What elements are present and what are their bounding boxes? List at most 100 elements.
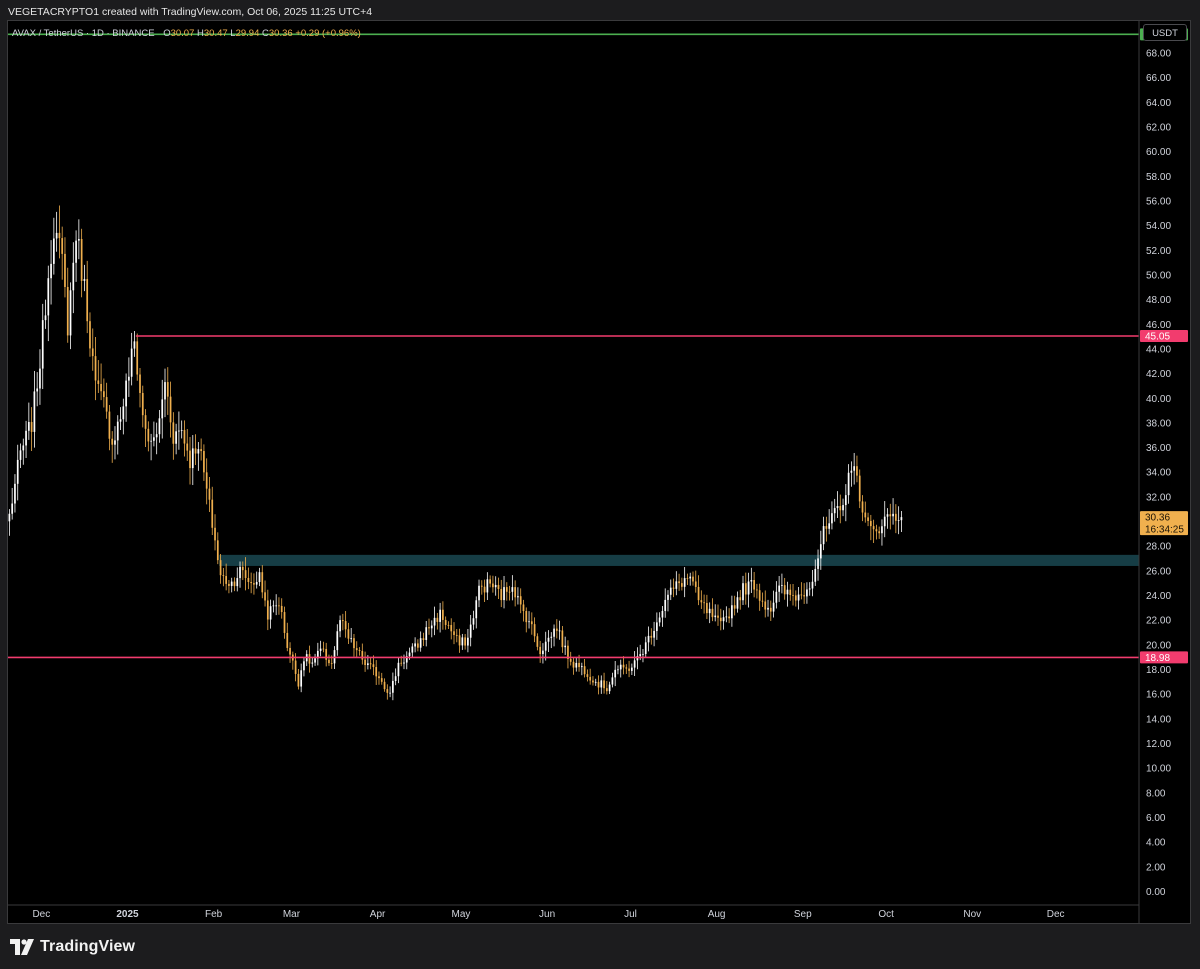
candle[interactable] <box>831 501 833 530</box>
candle[interactable] <box>555 619 558 639</box>
candle[interactable] <box>856 455 858 483</box>
candle[interactable] <box>258 567 261 587</box>
candle[interactable] <box>597 675 600 695</box>
candle[interactable] <box>530 612 533 635</box>
candle[interactable] <box>425 620 428 647</box>
chart-frame[interactable]: 0.00 2.00 4.00 6.00 8.00 10.00 12.00 14.00 16.00… <box>7 20 1191 924</box>
candle[interactable] <box>617 665 619 675</box>
candle[interactable] <box>180 420 183 439</box>
candle[interactable] <box>464 634 466 650</box>
candle[interactable] <box>253 573 255 595</box>
candle[interactable] <box>225 563 228 591</box>
candle[interactable] <box>836 491 839 518</box>
candle[interactable] <box>794 590 797 607</box>
candle[interactable] <box>525 607 528 633</box>
candle[interactable] <box>278 597 280 615</box>
candle[interactable] <box>41 303 44 390</box>
candle[interactable] <box>547 630 550 653</box>
candle[interactable] <box>116 415 119 455</box>
candle[interactable] <box>380 672 383 685</box>
candle[interactable] <box>397 657 400 684</box>
candle[interactable] <box>783 577 786 600</box>
candle[interactable] <box>811 569 814 597</box>
candle[interactable] <box>283 606 286 639</box>
candle[interactable] <box>772 590 775 618</box>
candle[interactable] <box>108 404 111 451</box>
candle[interactable] <box>608 681 611 695</box>
candle[interactable] <box>130 332 133 386</box>
candle[interactable] <box>806 582 808 604</box>
candle[interactable] <box>16 444 19 501</box>
candle[interactable] <box>539 640 542 663</box>
candle[interactable] <box>828 509 831 535</box>
candle[interactable] <box>825 516 828 542</box>
candle[interactable] <box>678 573 680 591</box>
candle[interactable] <box>161 379 164 439</box>
candle[interactable] <box>419 631 422 652</box>
candle[interactable] <box>528 611 530 629</box>
candle[interactable] <box>775 581 778 609</box>
candle[interactable] <box>586 669 589 682</box>
candle[interactable] <box>817 549 819 581</box>
candle[interactable] <box>694 570 697 593</box>
candle[interactable] <box>511 575 514 601</box>
candle[interactable] <box>742 575 744 606</box>
candle[interactable] <box>561 625 564 653</box>
candle[interactable] <box>686 573 689 586</box>
candle[interactable] <box>478 579 480 608</box>
candle[interactable] <box>797 587 800 610</box>
candle[interactable] <box>714 604 717 622</box>
candle[interactable] <box>881 519 883 546</box>
candle[interactable] <box>178 411 180 450</box>
candle[interactable] <box>706 594 708 620</box>
candle[interactable] <box>642 649 644 663</box>
candle[interactable] <box>33 370 36 448</box>
candle[interactable] <box>808 582 811 596</box>
candle[interactable] <box>55 211 58 252</box>
candle[interactable] <box>272 600 275 613</box>
candle[interactable] <box>214 514 216 551</box>
candle[interactable] <box>900 511 903 532</box>
candle[interactable] <box>236 567 239 592</box>
candle[interactable] <box>453 622 455 645</box>
candle[interactable] <box>861 495 864 522</box>
candle[interactable] <box>136 333 139 381</box>
candle[interactable] <box>897 506 900 535</box>
candle[interactable] <box>189 436 191 485</box>
candle[interactable] <box>750 567 753 593</box>
candle[interactable] <box>664 588 667 618</box>
candle[interactable] <box>533 617 536 643</box>
candle[interactable] <box>389 686 391 698</box>
candle[interactable] <box>697 575 700 606</box>
candle[interactable] <box>769 600 772 621</box>
candle[interactable] <box>747 572 750 608</box>
candle[interactable] <box>814 559 817 586</box>
candle[interactable] <box>350 628 353 643</box>
candle[interactable] <box>503 575 505 609</box>
candle[interactable] <box>731 595 733 627</box>
candle[interactable] <box>853 452 856 485</box>
candle[interactable] <box>303 657 305 677</box>
candle[interactable] <box>100 363 102 401</box>
candle[interactable] <box>44 299 47 329</box>
candle[interactable] <box>505 582 508 601</box>
candle[interactable] <box>672 578 675 598</box>
candle[interactable] <box>614 661 617 687</box>
candle[interactable] <box>839 494 842 524</box>
candle[interactable] <box>200 438 202 461</box>
candle[interactable] <box>650 628 653 645</box>
candle[interactable] <box>497 577 500 600</box>
candle[interactable] <box>14 474 16 513</box>
candle[interactable] <box>803 583 806 604</box>
candle[interactable] <box>241 561 244 581</box>
candle[interactable] <box>289 642 291 663</box>
candle[interactable] <box>47 265 50 342</box>
candle[interactable] <box>208 476 211 513</box>
candle[interactable] <box>386 684 389 700</box>
candle[interactable] <box>833 498 836 522</box>
candle[interactable] <box>878 526 881 539</box>
candle[interactable] <box>150 433 152 461</box>
candle[interactable] <box>25 420 27 459</box>
candle[interactable] <box>489 575 491 588</box>
candle[interactable] <box>247 567 250 590</box>
